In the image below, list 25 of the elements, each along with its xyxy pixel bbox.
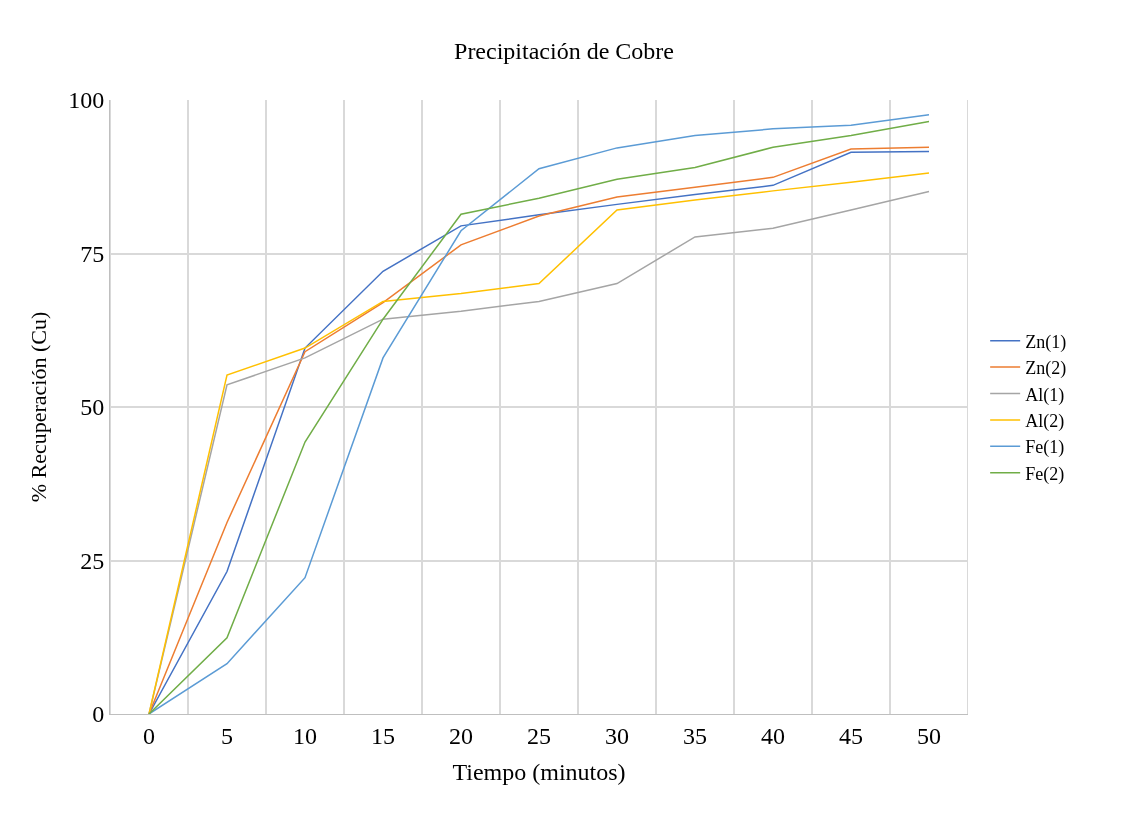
y-tick-label: 0 xyxy=(92,701,105,728)
x-tick-label: 30 xyxy=(605,722,629,749)
x-axis-title: Tiempo (minutos) xyxy=(452,759,626,786)
x-tick-label: 45 xyxy=(839,722,863,749)
x-tick-label: 10 xyxy=(293,722,317,749)
x-tick-label: 40 xyxy=(761,722,785,749)
legend-label: Fe(1) xyxy=(1025,437,1065,459)
y-tick-label: 100 xyxy=(68,87,105,114)
x-tick-label: 20 xyxy=(449,722,473,749)
legend-label: Fe(2) xyxy=(1025,463,1065,485)
x-tick-label: 15 xyxy=(371,722,395,749)
x-tick-label: 5 xyxy=(221,722,233,749)
y-tick-label: 75 xyxy=(80,240,105,267)
y-axis-title: % Recuperación (Cu) xyxy=(26,311,51,503)
x-tick-label: 35 xyxy=(683,722,707,749)
y-tick-label: 50 xyxy=(80,394,105,421)
x-tick-label: 25 xyxy=(527,722,551,749)
legend-label: Al(2) xyxy=(1025,410,1065,432)
legend-label: Zn(2) xyxy=(1025,358,1067,380)
chart-title: Precipitación de Cobre xyxy=(454,37,674,64)
y-tick-label: 25 xyxy=(80,547,105,574)
x-tick-label: 50 xyxy=(917,722,941,749)
x-tick-label: 0 xyxy=(143,722,155,749)
legend-label: Al(1) xyxy=(1025,384,1065,406)
legend-label: Zn(1) xyxy=(1025,331,1067,353)
